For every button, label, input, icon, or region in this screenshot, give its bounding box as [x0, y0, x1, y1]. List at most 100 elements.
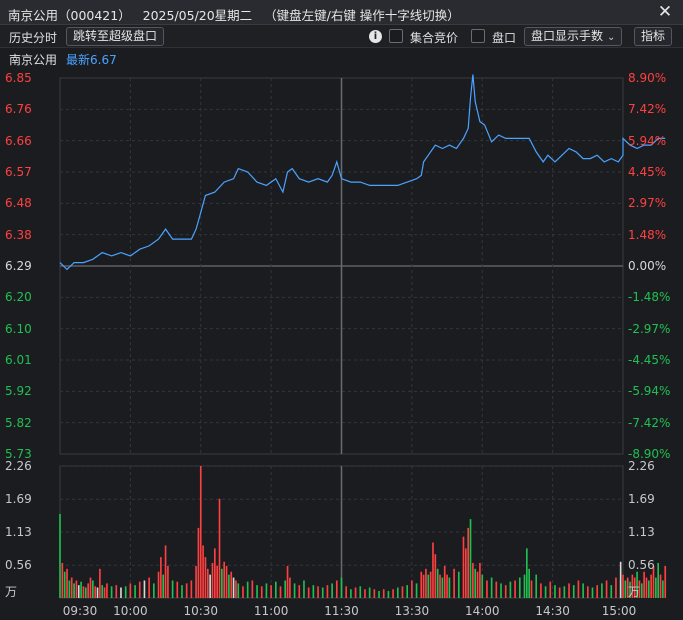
- volume-bar: [504, 585, 507, 598]
- volume-bar: [448, 577, 451, 598]
- volume-bar: [481, 574, 484, 598]
- auction-label: 集合竞价: [410, 31, 459, 45]
- volume-bar: [129, 583, 132, 598]
- volume-bar: [303, 580, 305, 598]
- percent-tick-label: 5.94%: [628, 133, 667, 148]
- volume-bar: [467, 527, 469, 598]
- time-tick-label: 09:30: [62, 604, 98, 618]
- volume-bar: [68, 580, 71, 598]
- volume-bar: [441, 577, 444, 598]
- volume-bar: [619, 561, 622, 598]
- price-tick-label: 6.20: [5, 290, 32, 305]
- volume-bar: [124, 586, 127, 598]
- volume-bar: [279, 586, 282, 598]
- volume-bar: [373, 589, 376, 598]
- volume-bar: [218, 498, 221, 598]
- volume-bar: [202, 545, 204, 598]
- time-tick-label: 13:30: [394, 604, 430, 618]
- volume-tick-label: 0.56: [628, 558, 655, 573]
- volume-bar: [568, 583, 570, 598]
- volume-bar: [87, 583, 89, 598]
- price-tick-label: 6.29: [5, 259, 32, 273]
- volume-bar: [94, 586, 97, 598]
- volume-bar: [396, 587, 399, 598]
- volume-bar: [615, 577, 617, 598]
- price-line: [59, 74, 666, 271]
- volume-bar: [387, 590, 390, 598]
- percent-tick-label: -2.97%: [628, 321, 671, 336]
- volume-bar: [401, 586, 404, 598]
- volume-bar: [472, 562, 474, 598]
- volume-bar: [321, 587, 324, 598]
- window-title: 南京公用（000421） 2025/05/20星期二 （键盘左键/右键 操作十字…: [8, 8, 460, 23]
- volume-bar: [237, 583, 240, 598]
- price-tick-label: 5.92: [5, 384, 32, 399]
- price-tick-label: 6.85: [5, 71, 32, 85]
- percent-tick-label: -1.48%: [628, 290, 671, 305]
- volume-bar: [199, 466, 202, 598]
- volume-bar: [664, 565, 667, 598]
- volume-bar: [225, 565, 228, 598]
- volume-bar: [476, 571, 479, 598]
- volume-bar: [59, 513, 61, 598]
- volume-bar: [99, 568, 101, 598]
- volume-bar: [647, 580, 650, 598]
- title-bar: 南京公用（000421） 2025/05/20星期二 （键盘左键/右键 操作十字…: [0, 0, 683, 25]
- history-timeshare-label[interactable]: 历史分时: [9, 31, 58, 45]
- volume-bar: [138, 581, 141, 598]
- volume-bar: [61, 562, 64, 598]
- volume-bar: [120, 587, 122, 598]
- volume-bar: [591, 587, 594, 598]
- volume-bar: [195, 565, 197, 598]
- volume-bar: [230, 571, 233, 598]
- volume-bar: [465, 548, 467, 598]
- volume-bar: [335, 580, 338, 598]
- volume-bar: [289, 577, 291, 598]
- volume-bar: [284, 580, 287, 598]
- auction-checkbox[interactable]: [389, 29, 403, 43]
- chevron-down-icon: ⌄: [607, 32, 616, 43]
- volume-bar: [530, 580, 533, 598]
- close-icon[interactable]: ✕: [657, 2, 673, 22]
- volume-bar: [392, 589, 394, 598]
- jump-to-order-book-button[interactable]: 跳转至超级盘口: [66, 27, 165, 46]
- price-tick-label: 6.57: [5, 165, 32, 179]
- volume-bar: [432, 542, 434, 598]
- volume-tick-label: 1.13: [628, 525, 655, 539]
- order-book-checkbox[interactable]: [471, 29, 485, 43]
- percent-tick-label: -8.90%: [628, 447, 671, 461]
- volume-bar: [509, 581, 512, 598]
- time-tick-label: 15:00: [601, 604, 637, 618]
- percent-tick-label: 8.90%: [628, 71, 667, 85]
- volume-bar: [582, 583, 584, 598]
- volume-bar: [298, 585, 301, 598]
- volume-bar: [528, 568, 530, 598]
- volume-bar: [256, 585, 258, 598]
- price-tick-label: 6.48: [5, 196, 32, 211]
- volume-bar: [307, 587, 310, 598]
- volume-bar: [427, 574, 430, 598]
- volume-bar: [572, 585, 575, 598]
- indicator-button[interactable]: 指标: [634, 27, 673, 46]
- volume-bar: [235, 580, 237, 598]
- volume-bar: [368, 587, 371, 598]
- volume-bar: [525, 548, 528, 598]
- volume-bar: [535, 574, 538, 598]
- info-icon[interactable]: i: [369, 30, 382, 43]
- volume-unit-label: 万: [628, 585, 641, 599]
- volume-unit-label: 万: [5, 585, 18, 599]
- volume-bar: [251, 580, 254, 598]
- stock-name: 南京公用: [9, 53, 58, 67]
- quote-info-bar: 南京公用 最新6.67: [0, 48, 683, 68]
- volume-bar: [415, 583, 418, 598]
- volume-bar: [596, 585, 599, 598]
- order-book-display-value: 盘口显示手数: [531, 29, 604, 43]
- volume-bar: [500, 583, 502, 598]
- volume-bar: [622, 574, 624, 598]
- volume-bar: [345, 586, 348, 598]
- volume-bar: [246, 581, 249, 598]
- time-tick-label: 14:00: [464, 604, 500, 618]
- volume-bar: [605, 580, 608, 598]
- order-book-display-select[interactable]: 盘口显示手数 ⌄: [524, 27, 623, 46]
